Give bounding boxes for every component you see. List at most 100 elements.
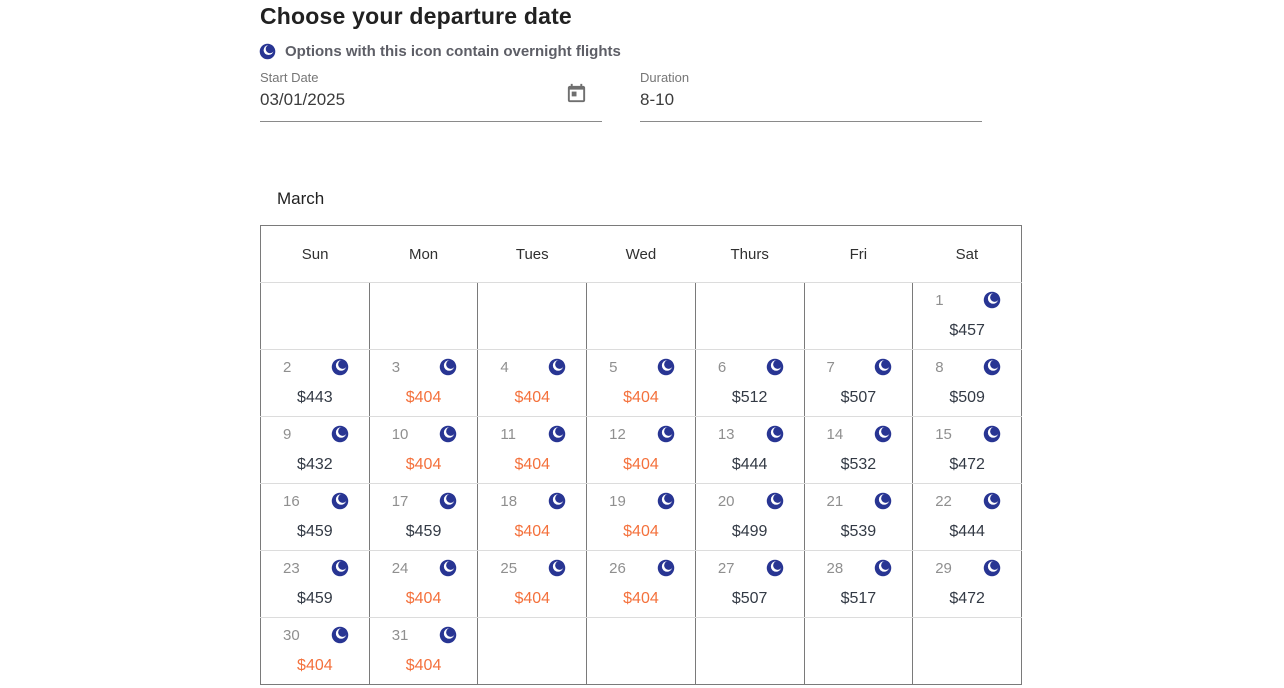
price-label: $459 [297, 523, 333, 540]
calendar-day-cell[interactable]: 16 $459 [260, 483, 370, 551]
overnight-moon-icon [766, 559, 784, 577]
day-number: 11 [500, 425, 516, 443]
calendar-day-cell[interactable]: 2 $443 [260, 349, 370, 417]
day-number: 29 [935, 559, 952, 577]
calendar-day-cell[interactable]: 24 $404 [368, 550, 478, 618]
price-label: $459 [405, 523, 442, 540]
day-header: Mon [369, 225, 478, 283]
duration-field[interactable]: Duration 8-10 [640, 70, 982, 122]
day-header: Thurs [695, 225, 805, 283]
price-label: $444 [949, 523, 985, 540]
calendar-day-cell[interactable]: 6 $512 [694, 349, 805, 417]
day-number: 8 [935, 358, 944, 376]
calendar-empty-cell [586, 282, 696, 350]
day-number: 1 [935, 291, 944, 309]
start-date-field[interactable]: Start Date 03/01/2025 [260, 70, 602, 122]
price-label: $472 [949, 590, 985, 607]
day-number: 5 [609, 358, 618, 376]
overnight-moon-icon [983, 358, 1001, 376]
price-label: $404 [623, 590, 659, 607]
price-label: $404 [405, 389, 442, 406]
overnight-moon-icon [657, 358, 675, 376]
overnight-moon-icon [331, 626, 349, 644]
price-label: $507 [840, 389, 877, 406]
price-label: $404 [514, 523, 551, 540]
day-number: 6 [717, 358, 727, 376]
calendar-day-cell[interactable]: 9 $432 [260, 416, 370, 484]
overnight-moon-icon [548, 358, 566, 376]
overnight-moon-icon [439, 559, 457, 577]
price-label: $404 [623, 456, 659, 473]
calendar-day-cell[interactable]: 20 $499 [694, 483, 805, 551]
calendar-day-cell[interactable]: 30 $404 [261, 618, 370, 685]
calendar-day-cell[interactable]: 29 $472 [912, 550, 1022, 618]
day-number: 24 [391, 559, 409, 577]
calendar-day-cell[interactable]: 17 $459 [368, 483, 478, 551]
calendar-empty-cell [912, 617, 1022, 685]
calendar-day-cell[interactable]: 8 $509 [912, 349, 1022, 417]
calendar-day-cell[interactable]: 5 $404 [586, 349, 696, 417]
calendar-day-cell[interactable]: 27 $507 [694, 550, 805, 618]
price-label: $404 [297, 657, 333, 674]
calendar-day-cell[interactable]: 7 $507 [803, 349, 913, 417]
overnight-moon-icon [439, 358, 457, 376]
duration-label: Duration [640, 70, 690, 85]
overnight-moon-icon [548, 425, 566, 443]
duration-value[interactable]: 8-10 [640, 90, 675, 109]
day-number: 26 [609, 559, 626, 577]
calendar-day-cell[interactable]: 23 $459 [260, 550, 370, 618]
day-number: 30 [283, 626, 300, 644]
calendar-day-cell[interactable]: 26 $404 [586, 550, 696, 618]
calendar-day-cell[interactable]: 11 $404 [477, 416, 587, 484]
calendar-empty-cell [694, 617, 805, 685]
calendar-day-cell[interactable]: 18 $404 [477, 483, 587, 551]
day-number: 23 [283, 559, 300, 577]
calendar-day-cell[interactable]: 4 $404 [477, 349, 587, 417]
calendar-day-cell[interactable]: 21 $539 [803, 483, 913, 551]
day-header: Tues [477, 225, 587, 283]
calendar-week-row: 9 $432 10 $404 11 $404 12 $404 13 $444 14 $53… [260, 416, 1022, 484]
day-number: 22 [935, 492, 952, 510]
day-number: 3 [391, 358, 401, 376]
day-number: 17 [391, 492, 409, 510]
calendar-empty-cell [803, 282, 913, 350]
calendar-day-cell[interactable]: 14 $532 [803, 416, 913, 484]
price-label: $517 [840, 590, 877, 607]
start-date-value[interactable]: 03/01/2025 [260, 90, 346, 109]
calendar-icon[interactable] [565, 82, 588, 105]
overnight-moon-icon [657, 559, 675, 577]
overnight-moon-icon [766, 358, 784, 376]
calendar-day-cell[interactable]: 31 $404 [368, 617, 478, 685]
calendar-day-cell[interactable]: 12 $404 [586, 416, 696, 484]
month-label: March [277, 189, 325, 208]
calendar-day-cell[interactable]: 19 $404 [586, 483, 696, 551]
calendar-day-cell[interactable]: 1 $457 [912, 282, 1022, 350]
day-number: 19 [609, 492, 626, 510]
day-number: 2 [283, 358, 292, 376]
calendar-day-cell[interactable]: 10 $404 [368, 416, 478, 484]
day-number: 14 [826, 425, 844, 443]
calendar-day-cell[interactable]: 3 $404 [368, 349, 478, 417]
calendar-day-cell[interactable]: 15 $472 [912, 416, 1022, 484]
price-label: $404 [405, 657, 442, 674]
overnight-moon-icon [874, 425, 892, 443]
day-number: 28 [826, 559, 844, 577]
calendar-week-row: 30 $404 31 $404 [261, 617, 1022, 685]
overnight-moon-icon [331, 425, 349, 443]
overnight-moon-icon [983, 425, 1001, 443]
day-header-row: Sun Mon Tues Wed Thurs Fri Sat [260, 225, 1022, 283]
price-label: $512 [731, 389, 768, 406]
day-number: 16 [283, 492, 300, 510]
calendar-day-cell[interactable]: 25 $404 [477, 550, 587, 618]
calendar-day-cell[interactable]: 13 $444 [694, 416, 805, 484]
price-label: $507 [731, 590, 768, 607]
page-title: Choose your departure date [260, 3, 572, 29]
overnight-moon-icon [874, 358, 892, 376]
overnight-moon-icon [983, 492, 1001, 510]
day-number: 25 [500, 559, 518, 577]
day-header: Wed [586, 225, 696, 283]
calendar-day-cell[interactable]: 22 $444 [912, 483, 1022, 551]
calendar-empty-cell [586, 617, 696, 685]
calendar-day-cell[interactable]: 28 $517 [803, 550, 913, 618]
